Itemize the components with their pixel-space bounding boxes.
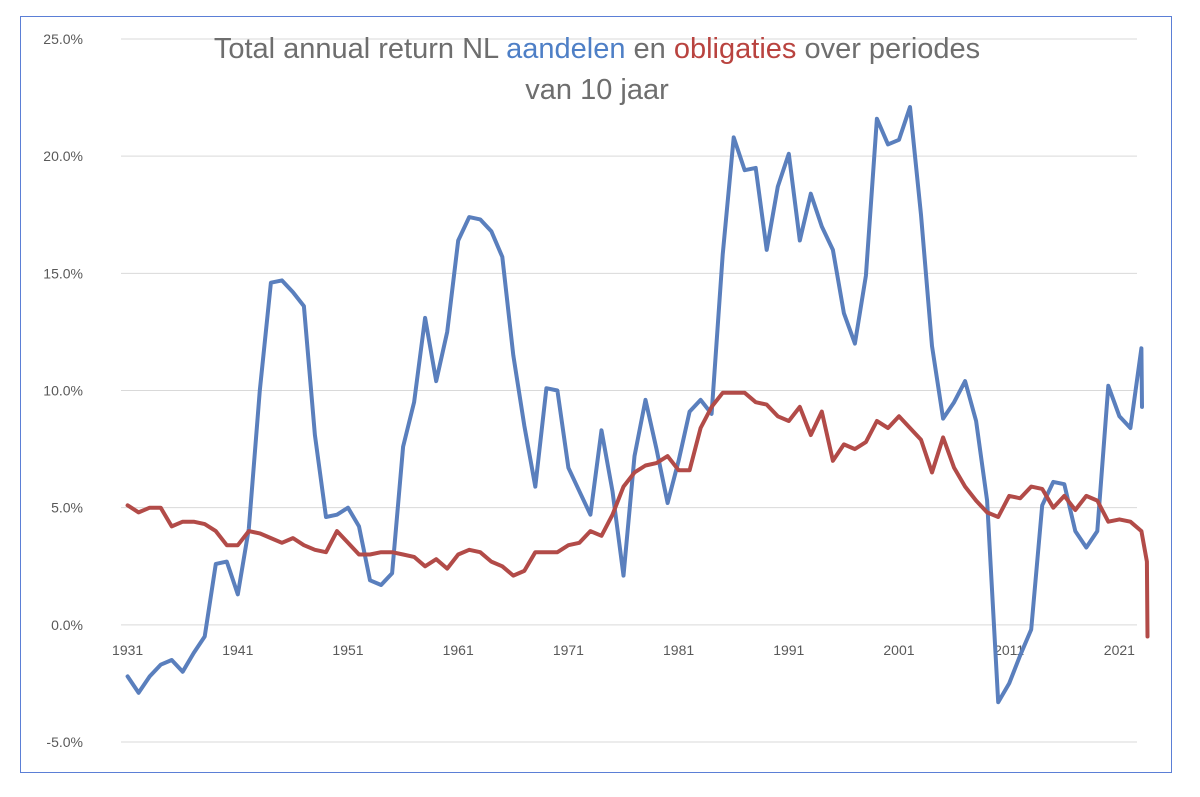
line-chart: 25.0%20.0%15.0%10.0%5.0%0.0%-5.0% 1931 19… <box>43 31 1150 750</box>
title-part-aandelen: aandelen <box>506 33 625 65</box>
chart-title-line1: Total annual return NL aandelen en oblig… <box>214 33 980 65</box>
title-part-obligaties: obligaties <box>674 33 797 65</box>
title-part-suffix: over periodes <box>796 33 980 65</box>
y-tick-label: 10.0% <box>43 383 83 399</box>
y-axis-tick-labels: 25.0% 20.0% 15.0% 10.0% 5.0% 0.0% -5.0% <box>43 31 83 750</box>
x-tick-label: 1931 <box>112 642 143 658</box>
y-tick-label: 0.0% <box>51 617 83 633</box>
x-tick-label: 1971 <box>553 642 584 658</box>
x-tick-label: 2001 <box>883 642 914 658</box>
series-line-obligaties <box>125 390 1150 639</box>
x-tick-label: 2021 <box>1104 642 1135 658</box>
gridlines <box>121 38 1137 743</box>
y-tick-label: 20.0% <box>43 148 83 164</box>
y-tick-label: 5.0% <box>51 500 83 516</box>
series-line-aandelen <box>125 105 1144 705</box>
title-part-prefix: Total annual return NL <box>214 33 506 65</box>
x-tick-label: 1941 <box>222 642 253 658</box>
x-tick-label: 1961 <box>443 642 474 658</box>
x-axis-tick-labels: 1931 1941 1951 1961 1971 1981 1991 2001 2011 2021 <box>112 642 1135 658</box>
x-tick-label: 1991 <box>773 642 804 658</box>
y-tick-label: 25.0% <box>43 31 83 47</box>
y-tick-label: 15.0% <box>43 265 83 281</box>
title-part-en: en <box>625 33 673 65</box>
x-tick-label: 2011 <box>994 642 1024 658</box>
chart-title-line2: van 10 jaar <box>525 74 669 106</box>
series-lines <box>125 105 1150 705</box>
x-tick-label: 1951 <box>332 642 363 658</box>
chart-frame: 25.0% 20.0% 15.0% 10.0% 5.0% 0.0% -5.0% 1931 19… <box>20 16 1172 773</box>
x-tick-label: 1981 <box>663 642 694 658</box>
y-tick-label: -5.0% <box>46 734 83 750</box>
